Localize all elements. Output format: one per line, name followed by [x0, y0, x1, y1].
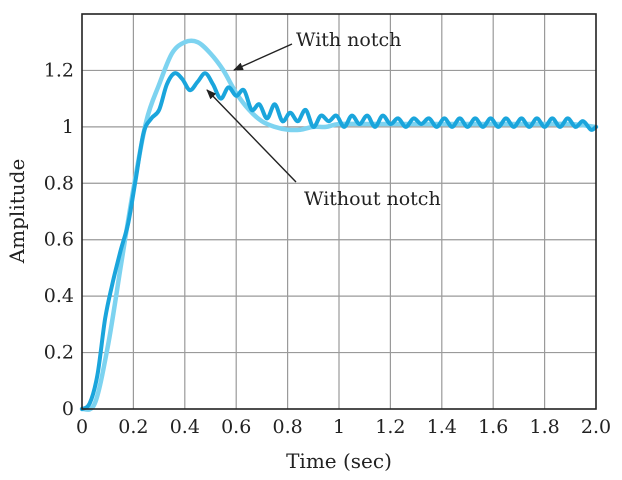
y-tick-label: 1.2: [44, 59, 74, 81]
y-tick-label: 0.2: [44, 342, 74, 364]
x-tick-label: 1.8: [529, 416, 559, 438]
x-axis-label: Time (sec): [286, 449, 392, 473]
y-tick-label: 0.8: [44, 172, 74, 194]
with-notch-arrow: [233, 43, 293, 71]
x-tick-label: 0.4: [170, 416, 200, 438]
x-tick-label: 1: [333, 416, 345, 438]
x-tick-label: 0.2: [118, 416, 148, 438]
y-tick-label: 0.4: [44, 285, 74, 307]
x-tick-label: 1.6: [478, 416, 508, 438]
without-notch-annotation: Without notch: [304, 188, 441, 210]
series-lines: [79, 38, 599, 412]
y-axis-label: Amplitude: [5, 159, 29, 265]
annotations: With notch Without notch: [206, 29, 441, 210]
y-tick-label: 1: [62, 116, 74, 138]
without-notch-line: [80, 71, 598, 411]
x-tick-label: 2.0: [581, 416, 611, 438]
plot-frame: [81, 13, 597, 410]
without-notch-arrow: [206, 89, 297, 183]
with-notch-annotation: With notch: [296, 29, 401, 51]
y-tick-label: 0.6: [44, 229, 74, 251]
x-tick-label: 0.8: [272, 416, 302, 438]
x-tick-label: 0.6: [221, 416, 251, 438]
x-tick-label: 1.4: [427, 416, 457, 438]
y-tick-labels: 0 0.2 0.4 0.6 0.8 1 1.2: [44, 59, 74, 420]
x-tick-labels: 0 0.2 0.4 0.6 0.8 1 1.2 1.4 1.6 1.8 2.0: [76, 416, 611, 438]
grid: [82, 14, 596, 409]
x-tick-label: 0: [76, 416, 88, 438]
y-tick-label: 0: [62, 398, 74, 420]
x-tick-label: 1.2: [375, 416, 405, 438]
